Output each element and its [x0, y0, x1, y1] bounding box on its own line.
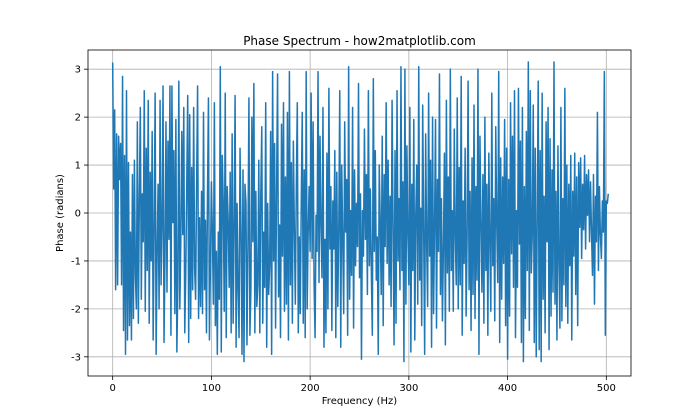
ticks: 0 100 200 300 400 500 -3 -2 -1 0 1 2 3	[71, 65, 616, 394]
y-axis-label: Phase (radians)	[55, 174, 66, 252]
x-tick-label: 500	[597, 383, 616, 394]
y-tick-label: -3	[71, 352, 81, 363]
x-tick-label: 200	[301, 383, 320, 394]
y-tick-label: 0	[75, 209, 81, 220]
chart-title: Phase Spectrum - how2matplotlib.com	[243, 34, 476, 48]
y-tick-label: 3	[75, 65, 81, 76]
y-tick-label: 1	[75, 161, 81, 172]
phase-series-line	[111, 61, 610, 363]
y-tick-label: -1	[71, 256, 81, 267]
y-tick-label: -2	[71, 304, 81, 315]
x-axis-label: Frequency (Hz)	[322, 396, 398, 407]
x-tick-label: 400	[498, 383, 517, 394]
x-tick-label: 100	[202, 383, 221, 394]
x-tick-label: 0	[109, 383, 115, 394]
x-tick-label: 300	[399, 383, 418, 394]
series-layer	[111, 61, 610, 363]
y-tick-label: 2	[75, 113, 81, 124]
